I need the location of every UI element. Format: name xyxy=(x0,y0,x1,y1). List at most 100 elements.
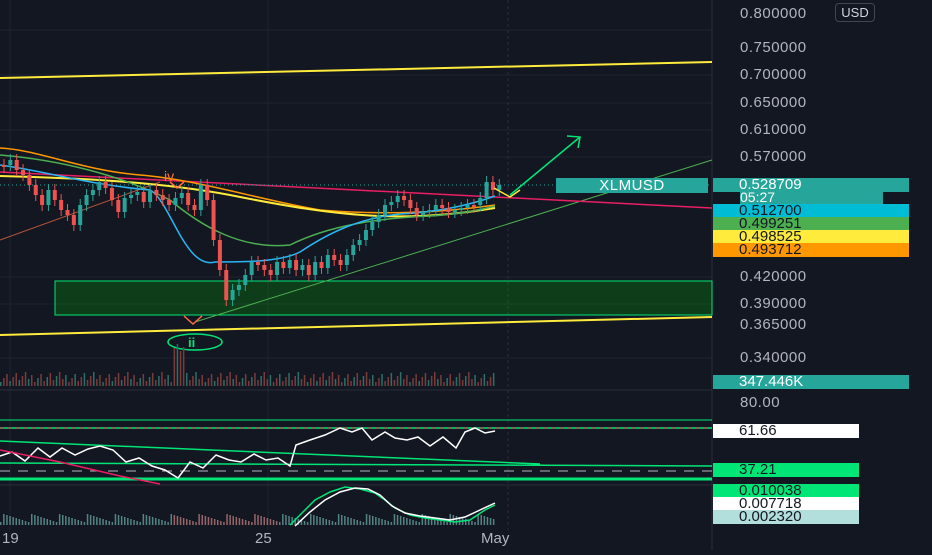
macd-bar xyxy=(220,521,222,525)
volume-bar xyxy=(9,381,11,386)
volume-bar xyxy=(86,380,89,386)
upper-channel-line[interactable] xyxy=(0,61,713,79)
macd-bar xyxy=(145,515,148,525)
wave-ii-circle[interactable] xyxy=(167,333,223,351)
macd-bar xyxy=(443,521,445,525)
macd-bar xyxy=(34,515,36,525)
volume-bar xyxy=(186,373,188,386)
volume-bar xyxy=(421,377,424,386)
macd-bar xyxy=(142,514,145,525)
candle-body xyxy=(497,185,502,190)
volume-bar xyxy=(399,372,402,386)
volume-bar xyxy=(375,382,377,386)
volume-bar xyxy=(179,351,182,386)
macd-bar xyxy=(182,518,185,525)
macd-bar xyxy=(207,517,210,525)
price-axis-label: 0.340000 xyxy=(740,349,807,366)
macd-bar xyxy=(77,520,79,525)
price-axis-label: 0.750000 xyxy=(740,39,807,56)
volume-bar xyxy=(418,381,420,386)
price-axis-label: 0.650000 xyxy=(740,94,807,111)
macd-bar xyxy=(372,516,374,525)
macd-bar xyxy=(86,514,89,525)
macd-bar xyxy=(170,514,172,525)
volume-bar xyxy=(480,378,482,386)
macd-bar xyxy=(474,522,476,525)
wave-iv-marker xyxy=(169,181,185,189)
candle-body xyxy=(122,198,127,212)
candle-body xyxy=(167,200,172,205)
rsi-trendline-1[interactable] xyxy=(0,440,541,465)
macd-bar xyxy=(260,516,262,525)
volume-bar xyxy=(393,380,396,386)
rsi-axis-label: 80.00 xyxy=(740,394,781,411)
macd-bar xyxy=(347,517,349,525)
volume-bar xyxy=(65,375,67,386)
lower-channel-line[interactable] xyxy=(0,316,713,336)
macd-bar xyxy=(52,521,55,525)
candle-body xyxy=(363,230,368,240)
macd-bar xyxy=(492,519,495,525)
macd-bar xyxy=(136,521,138,525)
rsi-trendline-2[interactable] xyxy=(0,462,713,467)
ema-orange-line[interactable] xyxy=(0,147,496,214)
macd-bar xyxy=(424,515,427,525)
volume-bar xyxy=(483,374,486,386)
macd-bar xyxy=(40,517,42,525)
macd-line[interactable] xyxy=(294,487,496,527)
volume-bar xyxy=(282,381,284,386)
macd-bar xyxy=(139,522,141,525)
macd-bar xyxy=(266,518,269,525)
wave-v-marker xyxy=(183,315,203,326)
volume-bar xyxy=(204,382,207,386)
volume-bar xyxy=(139,378,141,386)
macd-bar xyxy=(235,517,238,525)
candle-body xyxy=(103,182,108,188)
candle-body xyxy=(300,265,305,270)
volume-bar xyxy=(24,372,27,386)
rsi-value-tag: 61.66 xyxy=(713,423,859,438)
volume-bar xyxy=(46,377,48,386)
volume-bar xyxy=(368,379,371,386)
volume-bar xyxy=(461,380,464,386)
ema-blue-line[interactable] xyxy=(0,164,496,264)
ema-green-line[interactable] xyxy=(0,154,496,247)
macd-bar xyxy=(334,522,337,525)
volume-bar xyxy=(18,380,21,386)
candle-body xyxy=(160,195,165,200)
rsi-pink-line xyxy=(0,449,161,485)
rsi-line[interactable] xyxy=(0,427,496,479)
candle-body xyxy=(383,205,387,215)
candle-body xyxy=(46,190,51,205)
volume-bar xyxy=(62,379,64,386)
candle-body xyxy=(402,196,407,200)
candle-body xyxy=(59,200,64,210)
macd-bar xyxy=(124,517,126,525)
support-zone-box[interactable] xyxy=(54,280,713,316)
candle-body xyxy=(84,195,89,205)
volume-bar xyxy=(337,375,340,386)
volume-bar xyxy=(213,381,216,386)
candle-body xyxy=(446,208,451,212)
macd-bar xyxy=(390,522,393,525)
volume-bar xyxy=(241,378,244,386)
macd-bar xyxy=(294,518,296,525)
currency-button[interactable]: USD xyxy=(835,3,875,22)
candle-body xyxy=(78,205,83,225)
last-price-tag: 0.528709 xyxy=(713,177,909,192)
volume-bar xyxy=(384,381,386,386)
macd-bar xyxy=(65,516,67,525)
projection-arrow[interactable] xyxy=(509,136,581,196)
macd-bar xyxy=(384,520,386,525)
macd-bar xyxy=(31,514,33,525)
macd-histogram xyxy=(0,514,495,525)
volume-bar xyxy=(15,373,17,386)
candle-body xyxy=(313,262,318,275)
volume-bar xyxy=(269,375,272,386)
price-axis-label: 0.420000 xyxy=(740,268,807,285)
macd-bar xyxy=(120,516,123,525)
candle-body xyxy=(192,205,197,210)
macd-bar xyxy=(201,515,203,525)
